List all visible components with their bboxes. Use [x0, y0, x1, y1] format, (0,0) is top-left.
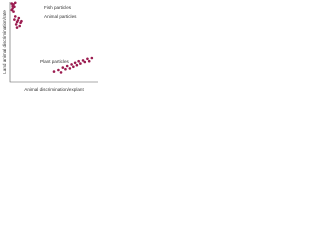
axes [9, 2, 98, 83]
point [15, 26, 19, 29]
point [16, 19, 20, 22]
point [77, 59, 80, 63]
point [70, 63, 73, 66]
annotation: Animal particles [44, 14, 77, 19]
point [73, 61, 77, 65]
point [75, 63, 79, 67]
point [59, 71, 63, 74]
point [57, 68, 60, 72]
point [13, 5, 16, 9]
point [81, 59, 85, 62]
point [79, 62, 82, 65]
point [12, 10, 15, 13]
point [13, 1, 17, 5]
point [87, 59, 91, 63]
point [52, 70, 56, 73]
chart: Animal discrimination/explant Land anima… [2, 1, 98, 92]
point [20, 19, 23, 23]
annotation: Plant particles [40, 59, 70, 64]
x-axis-label: Animal discrimination/explant [24, 87, 84, 92]
point [83, 60, 87, 64]
point [17, 16, 21, 20]
point [10, 8, 14, 12]
point [68, 67, 72, 70]
annotation: Fish particles [44, 5, 72, 10]
point [90, 56, 94, 60]
point [61, 66, 65, 69]
point [86, 57, 89, 61]
point [13, 18, 16, 21]
point [12, 3, 15, 6]
y-axis-label: Land animal discrimination/rate [2, 10, 7, 74]
point [64, 67, 67, 71]
point [14, 23, 18, 26]
point [13, 15, 17, 18]
point [65, 64, 69, 68]
point [72, 65, 75, 69]
point [18, 24, 21, 28]
